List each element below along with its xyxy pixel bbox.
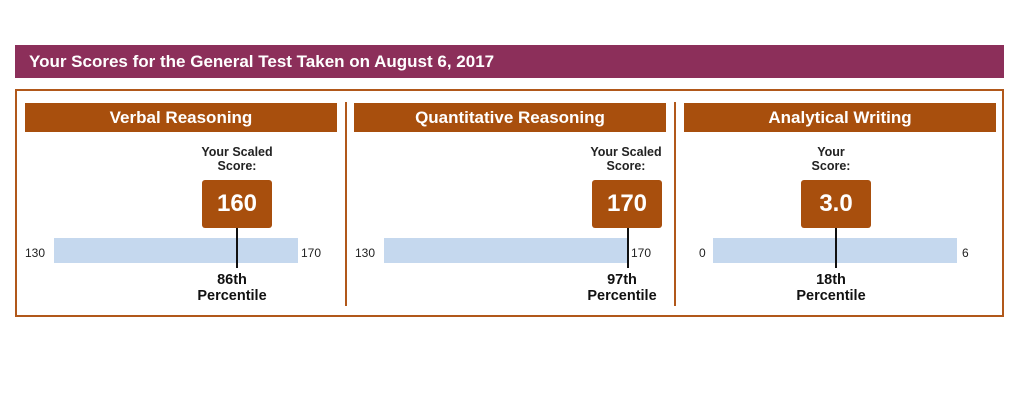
score-caption-line2: Score: <box>811 159 851 173</box>
score-caption-line2: Score: <box>217 159 257 173</box>
score-value-box: 170 <box>592 180 662 228</box>
percentile-value: 97th <box>607 272 637 288</box>
score-caption: Your Scaled Score: <box>177 145 297 173</box>
percentile-value: 18th <box>816 272 846 288</box>
score-caption: Your Scaled Score: <box>566 145 686 173</box>
range-max-label: 6 <box>962 246 969 260</box>
section-divider <box>345 102 347 306</box>
score-range-bar <box>54 238 298 263</box>
percentile-label: Percentile <box>197 288 267 304</box>
percentile-value: 86th <box>217 272 247 288</box>
section-title: Verbal Reasoning <box>25 103 337 132</box>
score-caption-line1: Your <box>817 145 845 159</box>
range-max-label: 170 <box>301 246 322 260</box>
score-caption-line1: Your Scaled <box>201 145 273 159</box>
section-divider <box>674 102 676 306</box>
score-caption: Your Score: <box>771 145 891 173</box>
score-value-box: 160 <box>202 180 272 228</box>
percentile-text: 97th Percentile <box>562 272 682 304</box>
banner-title: Your Scores for the General Test Taken o… <box>29 52 495 71</box>
percentile-text: 18th Percentile <box>771 272 891 304</box>
score-pointer <box>236 228 238 268</box>
range-min-label: 0 <box>699 246 706 260</box>
score-pointer <box>835 228 837 268</box>
percentile-text: 86th Percentile <box>172 272 292 304</box>
score-range-bar <box>384 238 628 263</box>
range-min-label: 130 <box>355 246 376 260</box>
score-pointer <box>627 228 629 268</box>
range-min-label: 130 <box>25 246 46 260</box>
section-title: Analytical Writing <box>684 103 996 132</box>
percentile-label: Percentile <box>796 288 866 304</box>
percentile-label: Percentile <box>587 288 657 304</box>
score-caption-line2: Score: <box>606 159 646 173</box>
score-caption-line1: Your Scaled <box>590 145 662 159</box>
section-title: Quantitative Reasoning <box>354 103 666 132</box>
scores-panel <box>15 89 1004 317</box>
score-report-banner: Your Scores for the General Test Taken o… <box>15 45 1004 78</box>
range-max-label: 170 <box>631 246 652 260</box>
score-value-box: 3.0 <box>801 180 871 228</box>
